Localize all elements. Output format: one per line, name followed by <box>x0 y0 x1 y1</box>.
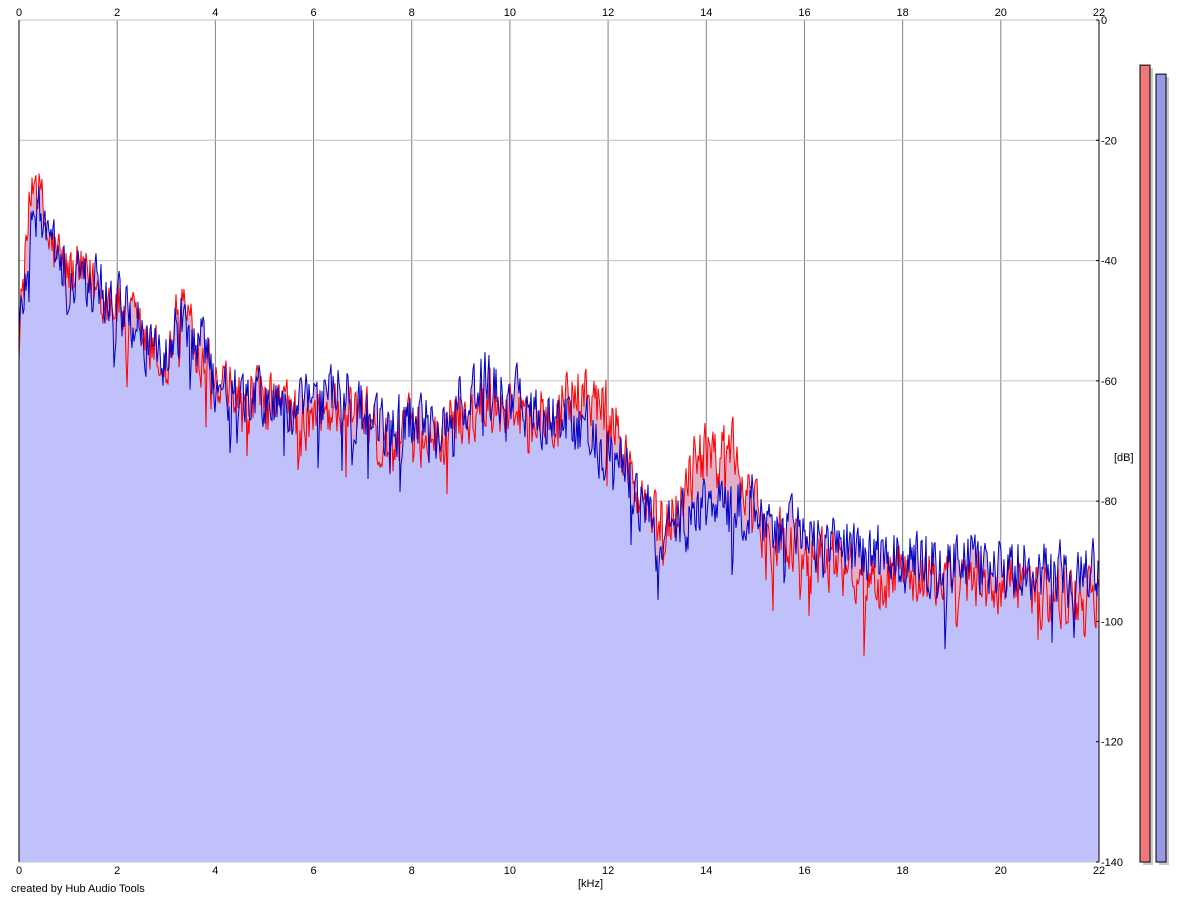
x-tick-labels-top: 0 2 4 6 8 10 12 14 16 18 20 22 <box>16 7 1105 19</box>
x-axis-label: [kHz] <box>578 878 604 890</box>
x-tick-top-10: 10 <box>504 7 516 19</box>
x-tick-bottom-6: 6 <box>310 865 316 877</box>
y-tick--120: -120 <box>1101 737 1123 749</box>
x-tick-bottom-16: 16 <box>798 865 810 877</box>
y-tick--100: -100 <box>1101 616 1123 628</box>
x-tick-top-14: 14 <box>700 7 712 19</box>
y-tick--40: -40 <box>1101 256 1117 268</box>
y-tick--20: -20 <box>1101 135 1117 147</box>
y-tick-0: 0 <box>1101 15 1107 27</box>
x-tick-bottom-4: 4 <box>212 865 218 877</box>
x-tick-labels-bottom: 0 2 4 6 8 10 12 14 16 18 20 22 <box>16 865 1105 877</box>
level-meters <box>1139 64 1169 866</box>
x-tick-top-2: 2 <box>114 7 120 19</box>
x-tick-top-20: 20 <box>995 7 1007 19</box>
x-tick-top-0: 0 <box>16 7 22 19</box>
x-tick-bottom-20: 20 <box>995 865 1007 877</box>
credit-text: created by Hub Audio Tools <box>11 883 145 895</box>
spectrum-fill <box>19 173 1099 862</box>
x-tick-bottom-22: 22 <box>1093 865 1105 877</box>
meter-bar-left <box>1139 64 1151 863</box>
x-tick-top-8: 8 <box>409 7 415 19</box>
x-tick-top-22: 22 <box>1093 7 1105 19</box>
x-tick-bottom-14: 14 <box>700 865 712 877</box>
x-tick-bottom-18: 18 <box>897 865 909 877</box>
x-tick-bottom-2: 2 <box>114 865 120 877</box>
x-tick-bottom-10: 10 <box>504 865 516 877</box>
x-tick-top-18: 18 <box>897 7 909 19</box>
y-axis-label: [dB] <box>1114 452 1134 464</box>
y-tick--60: -60 <box>1101 376 1117 388</box>
meter-bar-right <box>1155 73 1167 863</box>
x-tick-top-4: 4 <box>212 7 218 19</box>
x-tick-bottom-12: 12 <box>602 865 614 877</box>
right-channel-line <box>18 185 1100 650</box>
x-tick-top-12: 12 <box>602 7 614 19</box>
y-tick-labels: 0 -20 -40 -60 -80 -100 -120 -140 <box>18 15 1123 869</box>
y-tick--140: -140 <box>1101 857 1123 869</box>
y-tick--80: -80 <box>1101 496 1117 508</box>
x-tick-top-6: 6 <box>310 7 316 19</box>
x-tick-bottom-0: 0 <box>16 865 22 877</box>
x-tick-top-16: 16 <box>798 7 810 19</box>
x-tick-bottom-8: 8 <box>409 865 415 877</box>
